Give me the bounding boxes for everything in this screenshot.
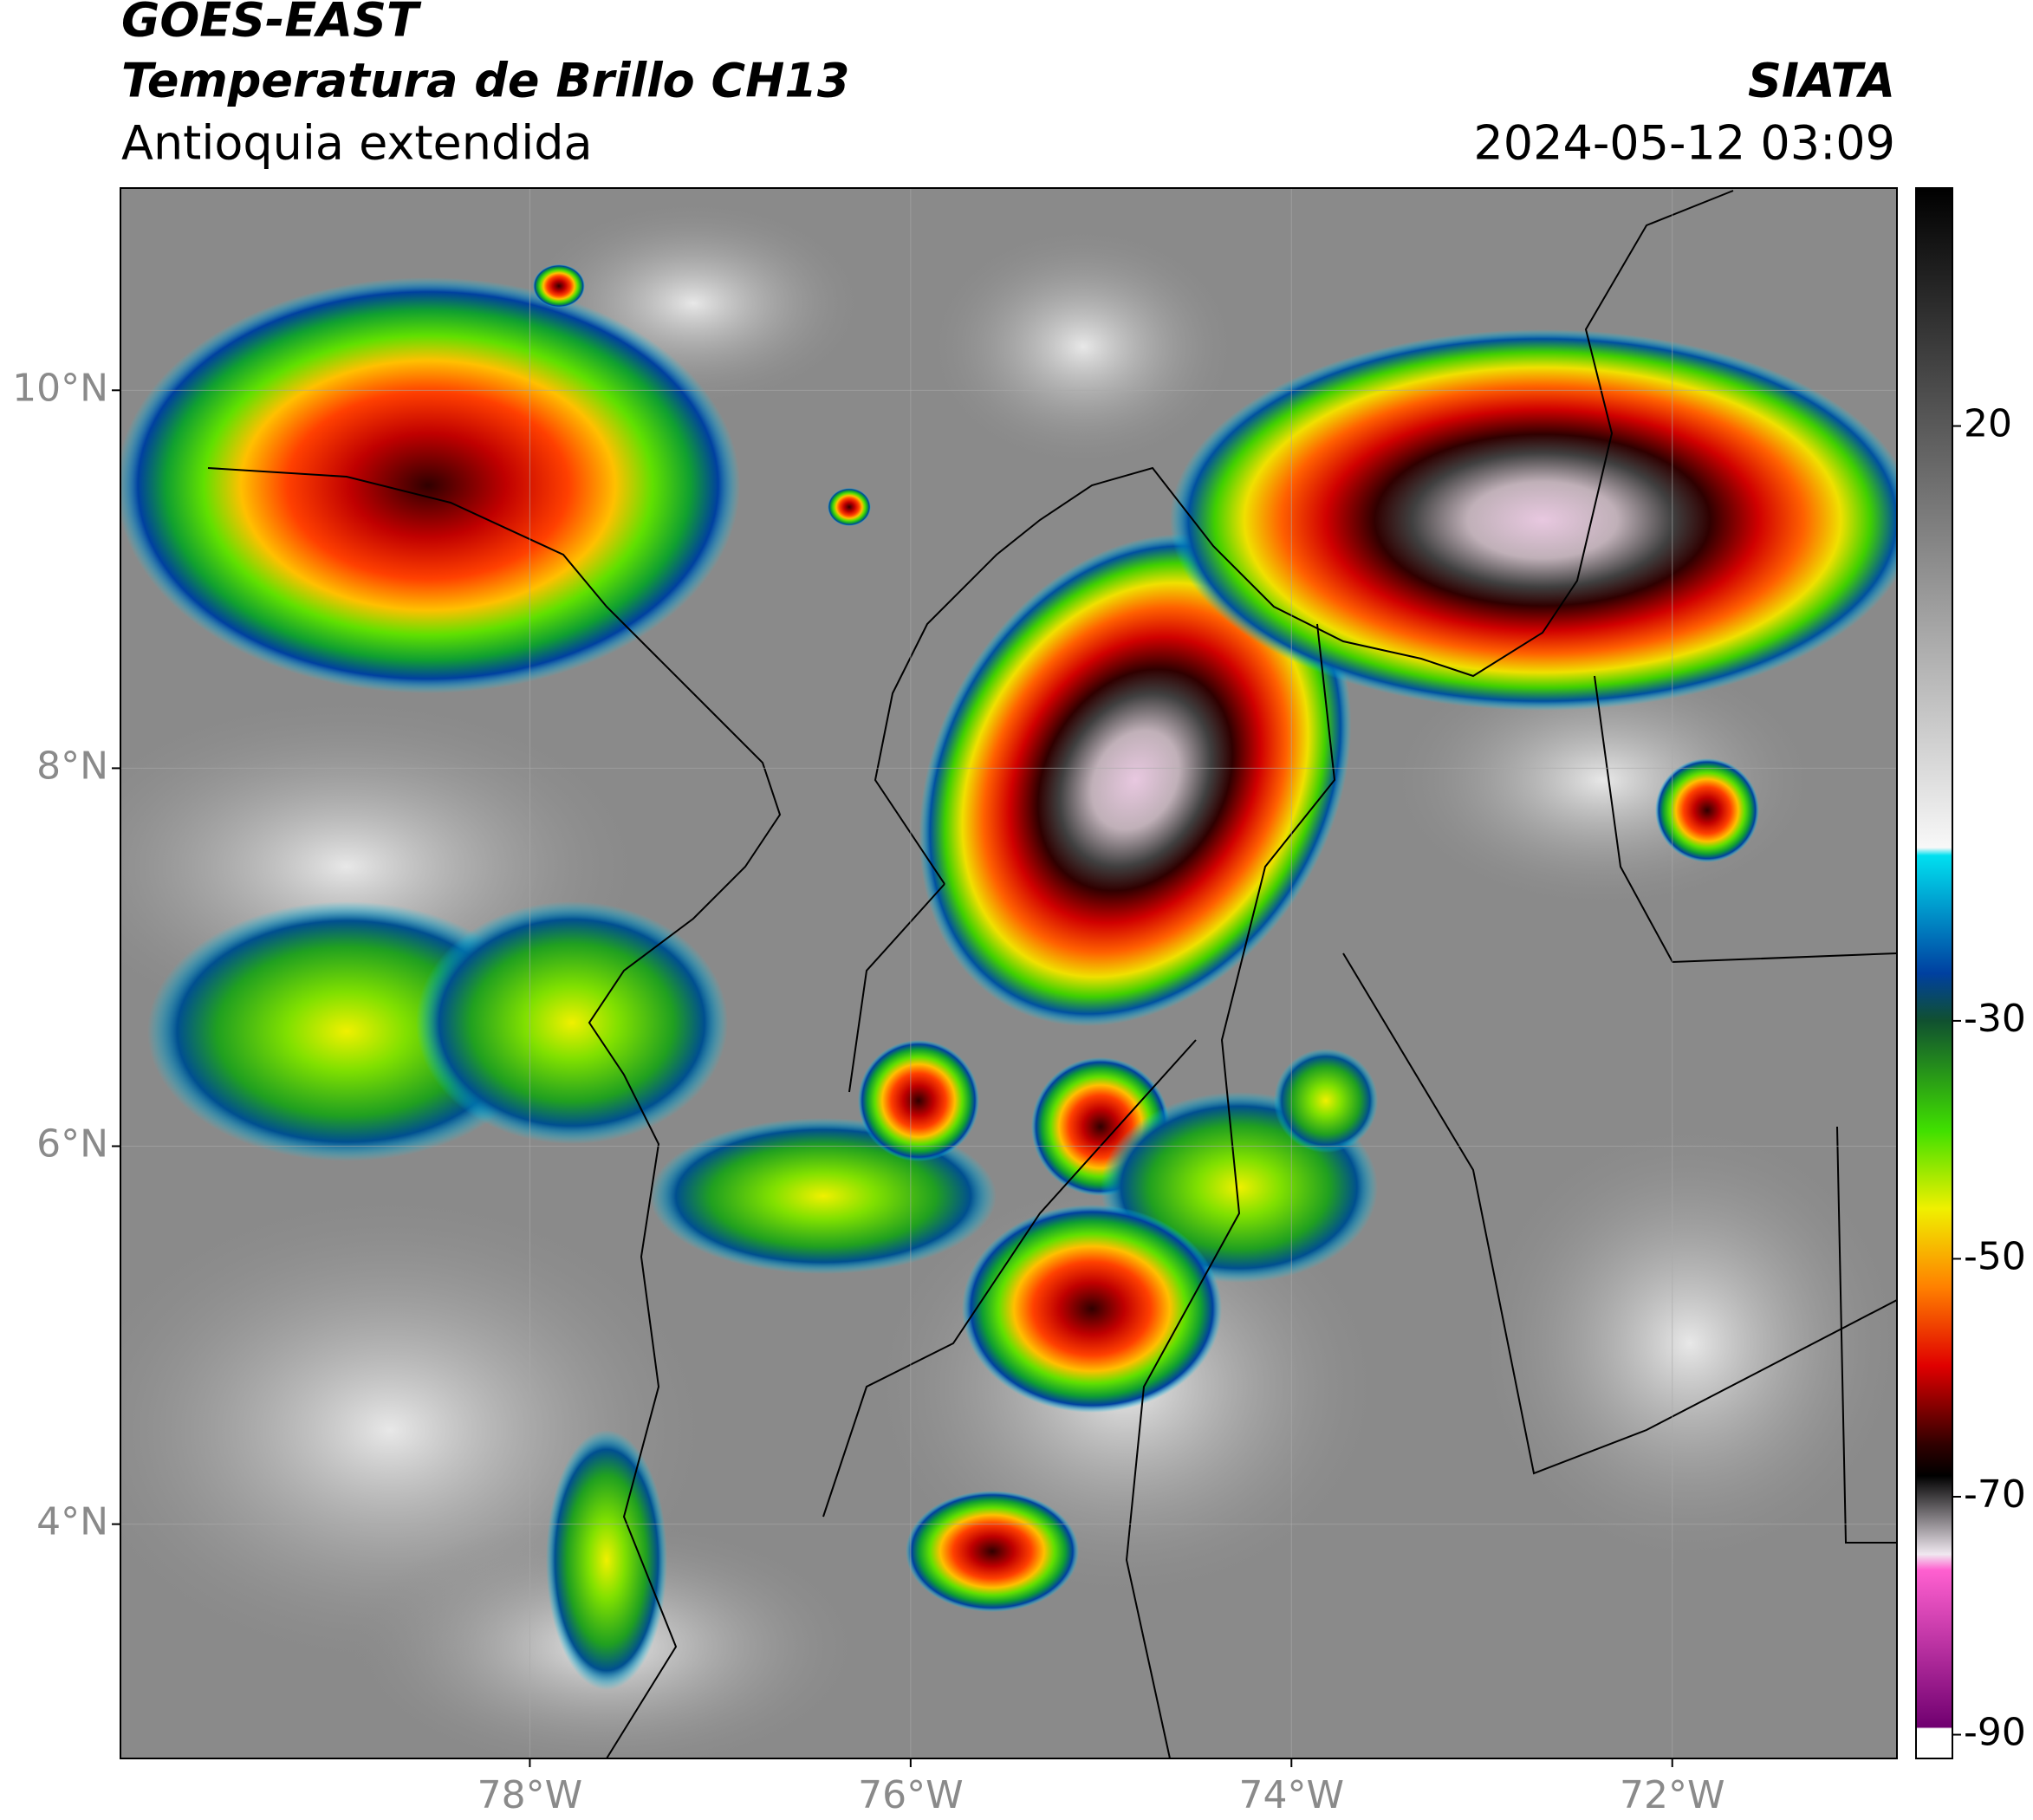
map-frame — [120, 187, 1898, 1759]
y-tick-label: 4°N — [36, 1500, 108, 1544]
source: SIATA — [1748, 54, 1895, 108]
y-tick-label: 10°N — [12, 366, 108, 410]
colorbar-tick-label: 20 — [1964, 402, 2012, 446]
map — [120, 188, 1897, 1758]
colorbar-tick-label: -70 — [1964, 1472, 2026, 1517]
borders — [207, 190, 1897, 1758]
colorbar-tick-label: -30 — [1964, 997, 2026, 1041]
subtitle: Antioquia extendida — [121, 116, 593, 171]
colorbar-tick-label: -50 — [1964, 1234, 2026, 1278]
title: Temperatura de Brillo CH13 — [121, 54, 850, 108]
convective-cells — [120, 264, 1897, 1690]
colorbar-tick-label: -90 — [1964, 1711, 2026, 1755]
colorbar — [1915, 187, 1953, 1759]
x-tick-label: 72°W — [1620, 1773, 1725, 1817]
title: GOES-EAST — [121, 0, 422, 48]
x-tick-label: 78°W — [477, 1773, 583, 1817]
x-tick-label: 74°W — [1239, 1773, 1345, 1817]
y-tick-label: 8°N — [36, 744, 108, 788]
x-tick-label: 76°W — [858, 1773, 964, 1817]
y-tick-label: 6°N — [36, 1122, 108, 1167]
datetime: 2024-05-12 03:09 — [1473, 116, 1895, 171]
